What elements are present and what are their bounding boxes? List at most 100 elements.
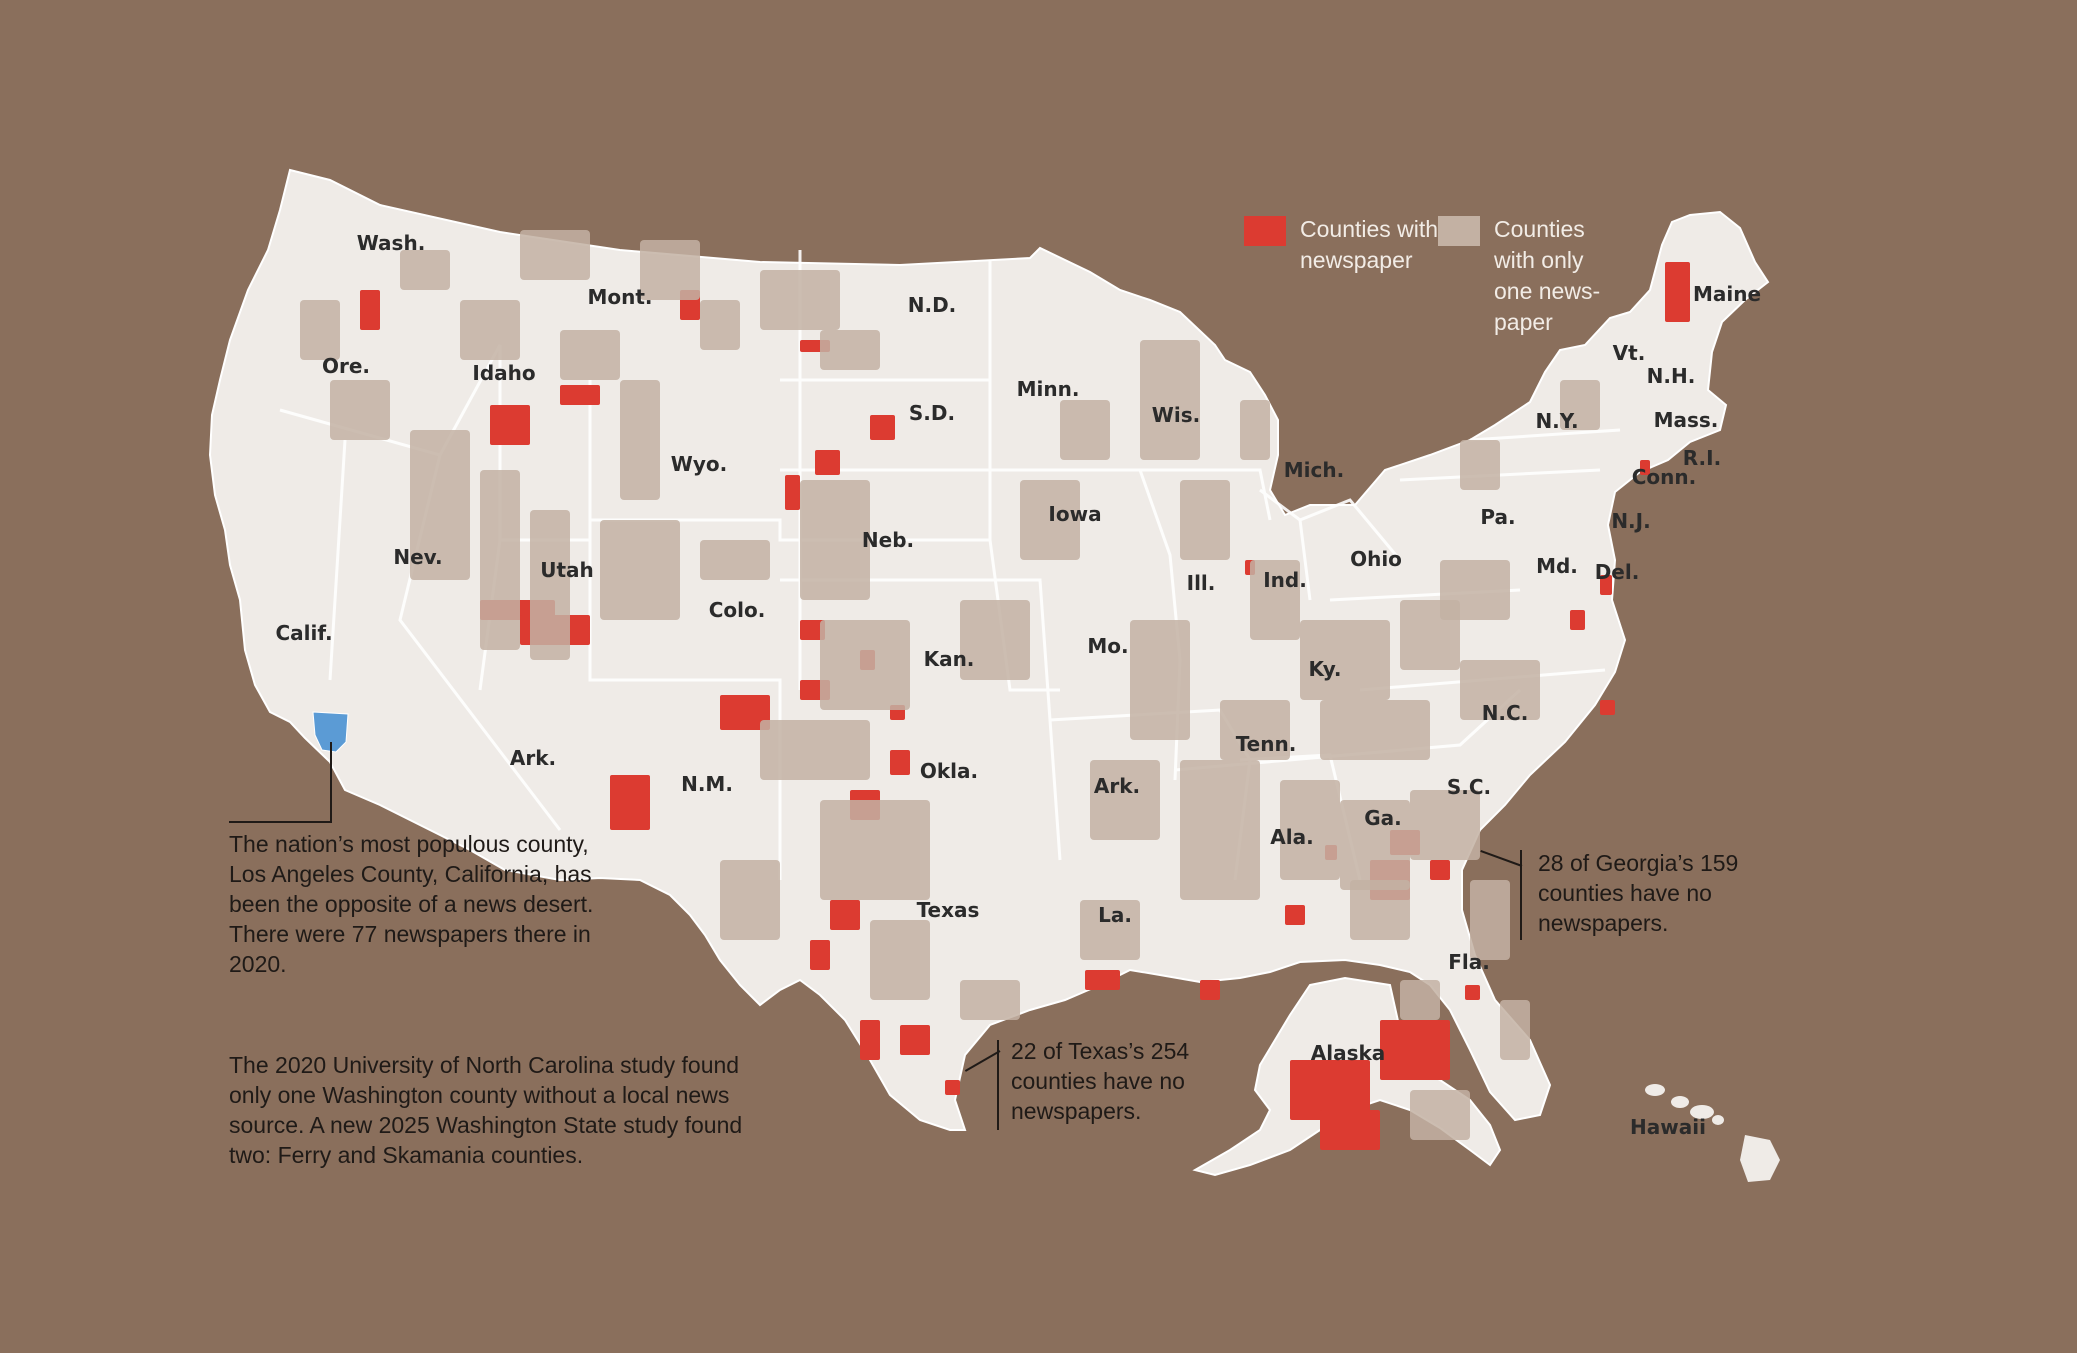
state-label-ala: Ala. (1270, 825, 1314, 849)
one-newspaper-county-patch (1340, 800, 1410, 890)
state-label-del: Del. (1594, 560, 1640, 584)
state-label-wash: Wash. (356, 231, 426, 255)
leader-la-vertical (330, 742, 332, 822)
state-label-colo: Colo. (708, 598, 766, 622)
no-newspaper-county (1085, 970, 1120, 990)
annotation-texas: 22 of Texas’s 254 counties have no newsp… (1011, 1038, 1190, 1124)
leader-la-horizontal (229, 821, 332, 823)
no-newspaper-county (900, 1025, 930, 1055)
state-label-fla: Fla. (1448, 950, 1490, 974)
state-label-calif: Calif. (275, 621, 333, 645)
state-label-alaska: Alaska (1310, 1041, 1386, 1065)
annotation-georgia: 28 of Georgia’s 159 counties have no new… (1538, 850, 1739, 936)
state-label-vt: Vt. (1612, 341, 1646, 365)
one-newspaper-county-patch (330, 380, 390, 440)
one-newspaper-county-patch (1410, 790, 1480, 860)
state-label-conn: Conn. (1631, 465, 1697, 489)
no-newspaper-county (1290, 1060, 1370, 1120)
one-newspaper-county-patch (800, 480, 870, 600)
state-label-minn: Minn. (1016, 377, 1080, 401)
state-label-wis: Wis. (1151, 403, 1201, 427)
state-label-ga: Ga. (1364, 806, 1402, 830)
one-newspaper-county-patch (870, 920, 930, 1000)
one-newspaper-county-patch (1300, 620, 1390, 700)
no-newspaper-county (720, 695, 770, 730)
state-label-mich: Mich. (1283, 458, 1345, 482)
one-newspaper-county-patch (1460, 660, 1540, 720)
one-newspaper-county-patch (700, 300, 740, 350)
one-newspaper-county-patch (1440, 560, 1510, 620)
one-newspaper-county-patch (460, 300, 520, 360)
state-label-mass: Mass. (1653, 408, 1719, 432)
no-newspaper-county (610, 775, 650, 830)
one-newspaper-counties (300, 230, 1600, 1140)
no-newspaper-county (945, 1080, 960, 1095)
state-label-pa: Pa. (1480, 505, 1516, 529)
state-label-nm: N.M. (681, 772, 733, 796)
no-newspaper-county (1465, 985, 1480, 1000)
no-newspaper-county (785, 475, 800, 510)
no-newspaper-county (830, 900, 860, 930)
state-label-maine: Maine (1692, 282, 1762, 306)
one-newspaper-county-patch (1470, 880, 1510, 960)
no-newspaper-county (1320, 1110, 1380, 1150)
legend-swatch-one-newspaper (1438, 216, 1480, 246)
annotation-la-county: The nation’s most populous county, Los A… (229, 831, 594, 977)
los-angeles-county (312, 711, 349, 753)
no-newspaper-county (360, 290, 380, 330)
one-newspaper-county-patch (720, 860, 780, 940)
one-newspaper-county-patch (820, 800, 930, 900)
state-label-texas: Texas (916, 898, 980, 922)
no-newspaper-county (1200, 980, 1220, 1000)
state-label-kan: Kan. (923, 647, 975, 671)
state-label-md: Md. (1536, 554, 1578, 578)
one-newspaper-county-patch (1250, 560, 1300, 640)
state-label-ill: Ill. (1186, 571, 1216, 595)
one-newspaper-county-patch (520, 230, 590, 280)
one-newspaper-county-patch (480, 470, 520, 650)
one-newspaper-county-patch (1560, 380, 1600, 430)
legend-label-one-newspaper: Counties with only one news-paper (1494, 216, 1601, 335)
state-label-mont: Mont. (587, 285, 653, 309)
state-label-ind: Ind. (1263, 568, 1307, 592)
one-newspaper-county-patch (1240, 400, 1270, 460)
one-newspaper-county-patch (1130, 620, 1190, 740)
one-newspaper-county-patch (560, 330, 620, 380)
one-newspaper-county-patch (960, 980, 1020, 1020)
one-newspaper-county-patch (640, 240, 700, 300)
one-newspaper-county-patch (820, 330, 880, 370)
state-label-sd: S.D. (908, 401, 956, 425)
one-newspaper-county-patch (1320, 700, 1430, 760)
one-newspaper-county-patch (700, 540, 770, 580)
state-label-nd: N.D. (907, 293, 957, 317)
state-label-nh: N.H. (1646, 364, 1696, 388)
state-label-okla: Okla. (919, 759, 979, 783)
one-newspaper-county-patch (600, 520, 680, 620)
one-newspaper-county-patch (1080, 900, 1140, 960)
state-label-wyo: Wyo. (670, 452, 728, 476)
state-label-idaho: Idaho (472, 361, 536, 385)
one-newspaper-county-patch (1410, 1090, 1470, 1140)
no-newspaper-county (1285, 905, 1305, 925)
one-newspaper-county-patch (760, 270, 840, 330)
state-label-ky: Ky. (1308, 657, 1342, 681)
hawaii-islands (1645, 1084, 1780, 1182)
one-newspaper-county-patch (960, 600, 1030, 680)
no-newspaper-county (1640, 460, 1650, 475)
leader-texas-vertical (997, 1040, 999, 1130)
no-newspaper-county (810, 940, 830, 970)
state-label-nev: Nev. (393, 545, 443, 569)
no-newspaper-county (560, 385, 600, 405)
state-label-nc: N.C. (1481, 701, 1529, 725)
state-label-ri: R.I. (1682, 446, 1722, 470)
one-newspaper-county-patch (410, 430, 470, 580)
one-newspaper-county-patch (300, 300, 340, 360)
state-label-nj: N.J. (1611, 509, 1651, 533)
one-newspaper-county-patch (1350, 880, 1410, 940)
no-newspaper-county (890, 750, 910, 775)
leader-georgia-vertical (1520, 850, 1522, 940)
one-newspaper-county-patch (1090, 760, 1160, 840)
no-newspaper-county (1570, 610, 1585, 630)
one-newspaper-county-patch (760, 720, 870, 780)
